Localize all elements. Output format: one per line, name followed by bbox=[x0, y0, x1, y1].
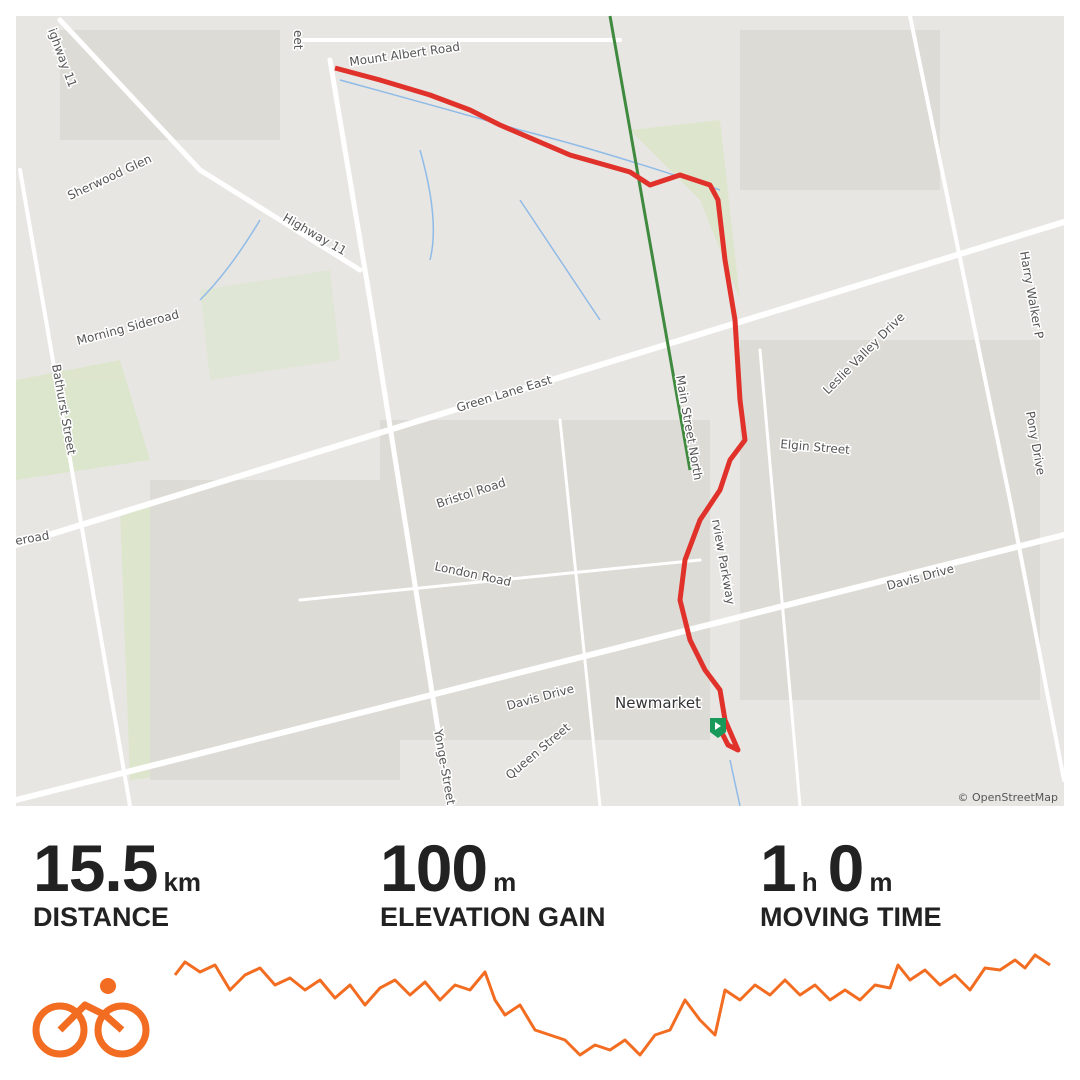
water bbox=[199, 79, 741, 807]
bike-icon bbox=[32, 978, 150, 1058]
railway bbox=[608, 15, 692, 471]
stat-elevation: 100 m ELEVATION GAIN bbox=[380, 830, 606, 933]
stat-value: 15.5 bbox=[33, 831, 158, 905]
stat-label: MOVING TIME bbox=[760, 902, 942, 932]
stat-unit: km bbox=[163, 867, 202, 897]
start-icon bbox=[715, 722, 721, 730]
place-label: Newmarket bbox=[615, 694, 701, 712]
stat-unit: m bbox=[869, 867, 893, 897]
stat-label: ELEVATION GAIN bbox=[380, 902, 606, 932]
attribution: © OpenStreetMap bbox=[957, 791, 1058, 804]
stat-value: 1 bbox=[760, 831, 797, 905]
elevation-profile bbox=[173, 953, 1051, 1057]
stat-distance: 15.5 km DISTANCE bbox=[33, 830, 211, 933]
roads bbox=[13, 14, 1067, 809]
stat-value: 100 bbox=[380, 831, 488, 905]
stat-unit: m bbox=[493, 867, 517, 897]
stat-label: DISTANCE bbox=[33, 902, 170, 932]
stat-unit: h bbox=[801, 867, 818, 897]
stat-value: 0 bbox=[827, 831, 865, 905]
map-label: eet bbox=[291, 30, 305, 50]
route bbox=[334, 65, 748, 753]
